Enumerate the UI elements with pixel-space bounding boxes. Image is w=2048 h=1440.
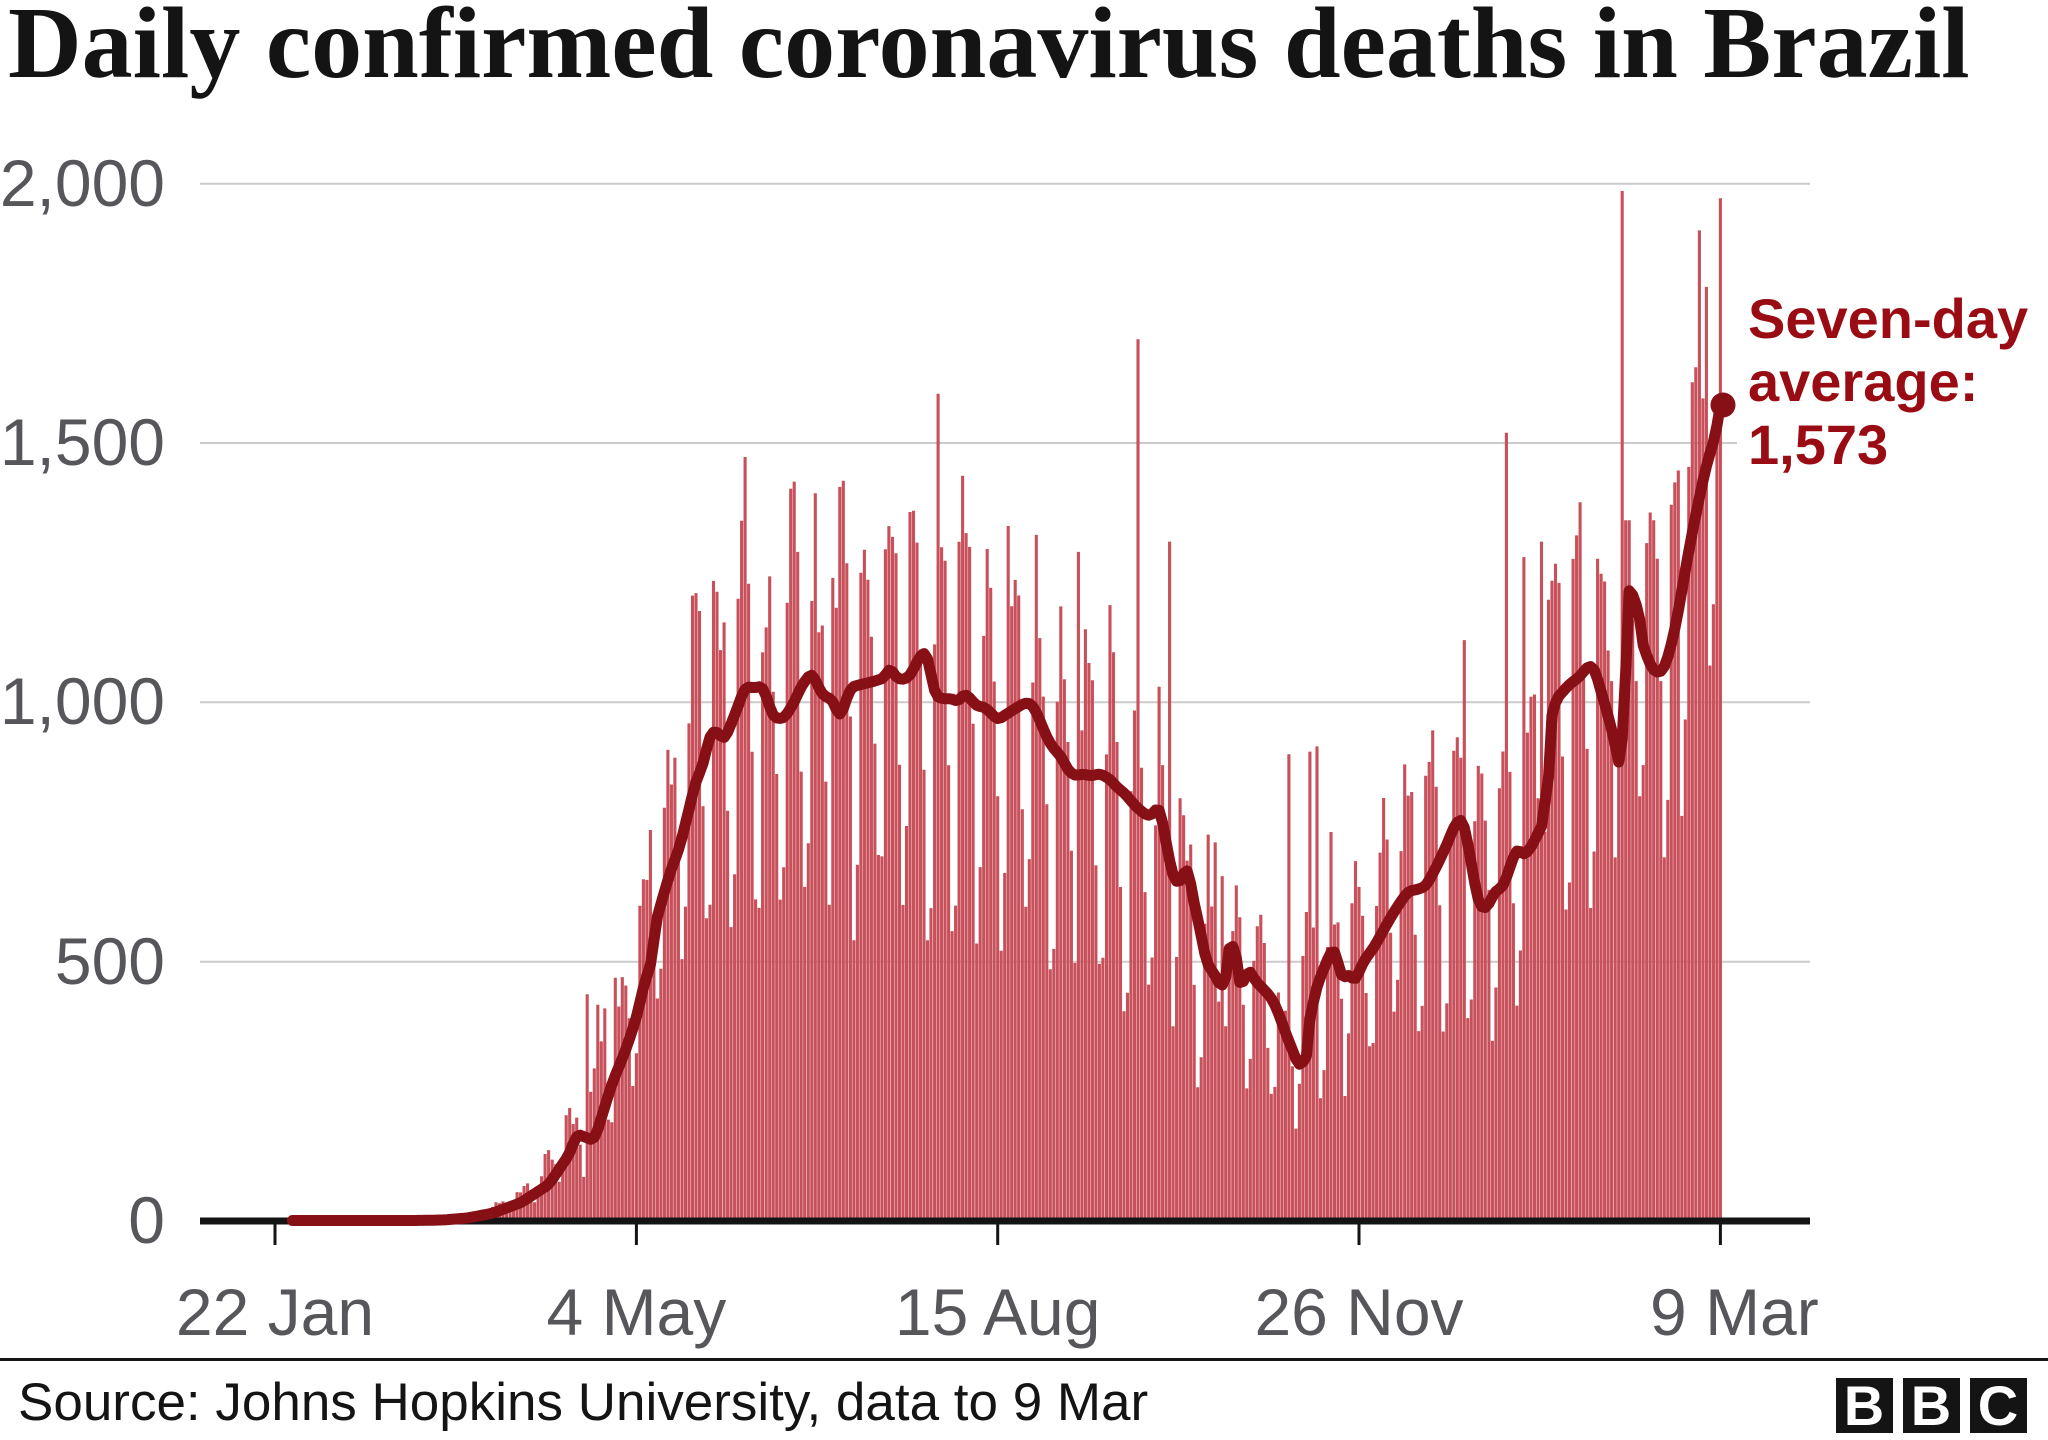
svg-text:9 Mar: 9 Mar	[1650, 1275, 1819, 1349]
svg-text:B: B	[1844, 1374, 1884, 1437]
svg-text:Seven-day: Seven-day	[1748, 287, 2028, 350]
svg-text:500: 500	[55, 924, 165, 998]
svg-text:1,000: 1,000	[0, 664, 165, 738]
svg-text:B: B	[1911, 1374, 1951, 1437]
svg-text:C: C	[1978, 1374, 2018, 1437]
svg-text:0: 0	[128, 1183, 165, 1257]
svg-text:Daily confirmed coronavirus de: Daily confirmed coronavirus deaths in Br…	[8, 0, 1970, 100]
svg-text:15 Aug: 15 Aug	[895, 1275, 1101, 1349]
svg-text:1,573: 1,573	[1748, 413, 1888, 476]
svg-text:2,000: 2,000	[0, 146, 165, 220]
svg-text:26 Nov: 26 Nov	[1254, 1275, 1463, 1349]
svg-text:22 Jan: 22 Jan	[176, 1275, 374, 1349]
svg-text:average:: average:	[1748, 350, 1978, 413]
svg-text:4 May: 4 May	[547, 1275, 727, 1349]
svg-text:Source: Johns Hopkins Universi: Source: Johns Hopkins University, data t…	[18, 1373, 1148, 1432]
svg-text:1,500: 1,500	[0, 405, 165, 479]
